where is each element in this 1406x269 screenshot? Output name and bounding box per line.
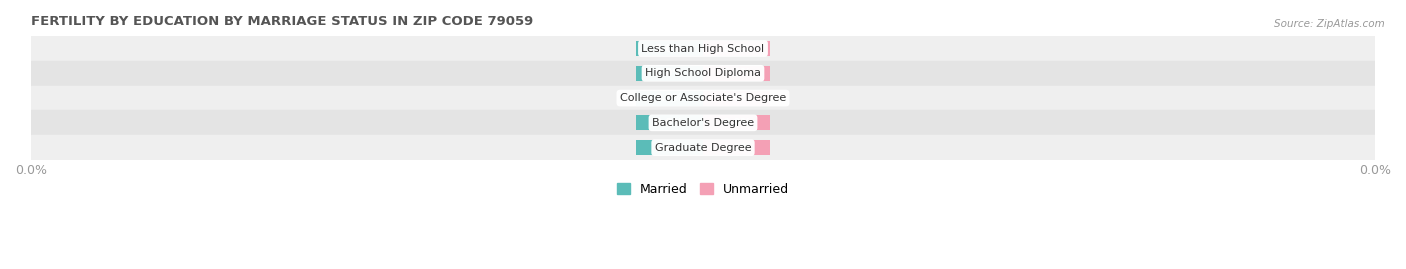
Bar bbox=[636, 66, 703, 81]
Text: 0.0%: 0.0% bbox=[723, 118, 751, 128]
Bar bbox=[31, 111, 1375, 135]
Text: College or Associate's Degree: College or Associate's Degree bbox=[620, 93, 786, 103]
Bar bbox=[636, 115, 703, 130]
Bar bbox=[31, 135, 1375, 160]
Text: Less than High School: Less than High School bbox=[641, 44, 765, 54]
Bar bbox=[703, 91, 770, 105]
Bar bbox=[31, 86, 1375, 111]
Bar bbox=[636, 91, 703, 105]
Bar bbox=[703, 41, 770, 56]
Text: 0.0%: 0.0% bbox=[655, 68, 683, 78]
Text: Graduate Degree: Graduate Degree bbox=[655, 143, 751, 153]
Legend: Married, Unmarried: Married, Unmarried bbox=[612, 178, 794, 201]
Text: 0.0%: 0.0% bbox=[723, 68, 751, 78]
Bar bbox=[636, 41, 703, 56]
Bar bbox=[703, 66, 770, 81]
Bar bbox=[703, 140, 770, 155]
Text: 0.0%: 0.0% bbox=[723, 93, 751, 103]
Text: 0.0%: 0.0% bbox=[723, 143, 751, 153]
Text: FERTILITY BY EDUCATION BY MARRIAGE STATUS IN ZIP CODE 79059: FERTILITY BY EDUCATION BY MARRIAGE STATU… bbox=[31, 15, 533, 28]
Bar bbox=[31, 61, 1375, 86]
Text: 0.0%: 0.0% bbox=[655, 93, 683, 103]
Bar bbox=[31, 36, 1375, 61]
Text: 0.0%: 0.0% bbox=[655, 118, 683, 128]
Text: 0.0%: 0.0% bbox=[723, 44, 751, 54]
Text: 0.0%: 0.0% bbox=[655, 44, 683, 54]
Text: Source: ZipAtlas.com: Source: ZipAtlas.com bbox=[1274, 19, 1385, 29]
Text: 0.0%: 0.0% bbox=[655, 143, 683, 153]
Bar bbox=[636, 140, 703, 155]
Bar bbox=[703, 115, 770, 130]
Text: Bachelor's Degree: Bachelor's Degree bbox=[652, 118, 754, 128]
Text: High School Diploma: High School Diploma bbox=[645, 68, 761, 78]
